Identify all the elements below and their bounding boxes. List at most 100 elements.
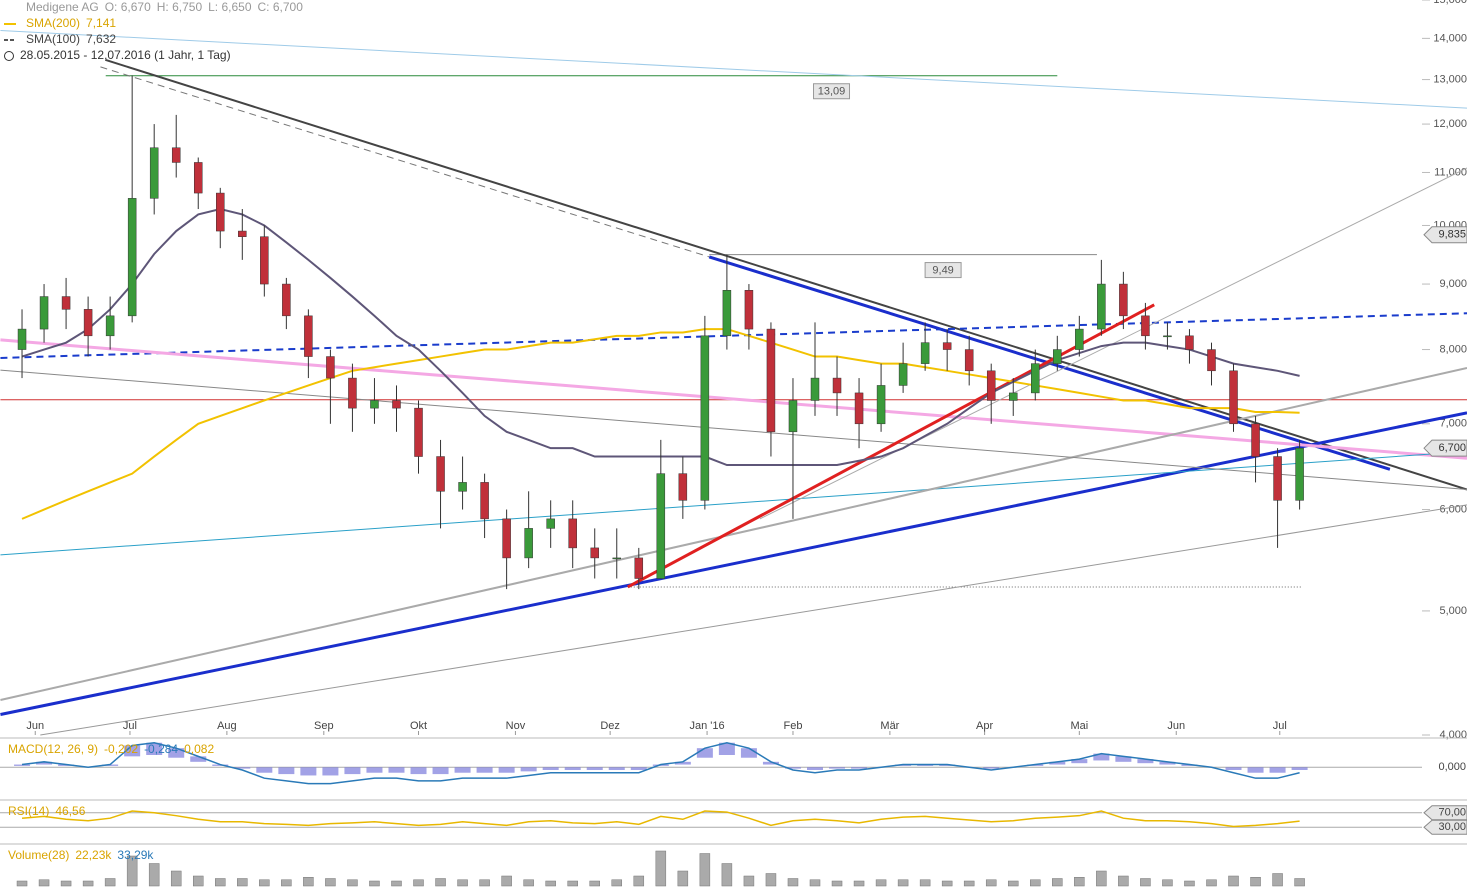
macd-histogram — [300, 767, 317, 776]
price-label: 9,835 — [1438, 229, 1466, 241]
volume-bar — [413, 879, 424, 887]
volume-bar — [82, 880, 94, 887]
y-tick-label: 5,000 — [1439, 605, 1467, 617]
indicator-tick-label: 30,00 — [1438, 821, 1466, 833]
volume-bar — [259, 879, 270, 887]
candle-body — [590, 547, 599, 559]
candle-body — [502, 518, 511, 559]
candle-body — [414, 407, 423, 457]
y-tick-label: 6,000 — [1439, 503, 1467, 515]
volume-bar — [655, 850, 667, 887]
volume-bar — [435, 878, 446, 887]
volume-bar — [721, 863, 733, 887]
trend-line — [0, 450, 1467, 556]
volume-bar — [985, 879, 997, 887]
candle-body — [1141, 315, 1150, 337]
volume-bar — [1074, 877, 1085, 887]
y-tick-label: 4,000 — [1439, 729, 1467, 741]
candle-body — [546, 518, 555, 529]
y-tick-label: 13,000 — [1433, 73, 1467, 85]
volume-bar — [325, 878, 336, 887]
macd-histogram — [696, 748, 713, 758]
candle-body — [942, 342, 952, 350]
y-tick-label: 14,000 — [1433, 32, 1467, 44]
volume-bar — [875, 879, 887, 887]
y-tick-label: 15,000 — [1433, 0, 1467, 6]
macd-histogram — [256, 767, 273, 773]
volume-bar — [192, 875, 204, 887]
candle-body — [1185, 335, 1194, 350]
volume-bar — [457, 879, 468, 887]
volume-bar — [215, 878, 226, 887]
candle-body — [1031, 363, 1040, 394]
volume-bar — [633, 875, 645, 887]
x-tick-label: Dez — [600, 720, 620, 732]
macd-histogram — [1159, 761, 1176, 765]
x-tick-label: Mai — [1070, 720, 1088, 732]
indicator-tick-box — [1424, 760, 1467, 775]
legend-value: 7,632 — [86, 32, 116, 46]
volume-bar — [611, 879, 623, 887]
legend-entry: SMA(200) 7,141 — [26, 16, 116, 30]
trend-line — [104, 58, 1467, 491]
macd-histogram — [829, 767, 846, 769]
candle-body — [920, 342, 930, 364]
volume-bar — [1162, 879, 1173, 887]
candle-body — [1075, 328, 1084, 350]
y-tick-label: 11,000 — [1434, 166, 1467, 178]
trend-line — [0, 369, 1467, 491]
volume-bar — [16, 880, 28, 887]
volume-bar — [699, 853, 711, 887]
level-label: 9,49 — [932, 264, 953, 276]
indicator-tick-box — [1423, 805, 1467, 821]
macd-histogram — [762, 761, 779, 765]
indicator-value: 33,29k — [117, 848, 154, 862]
x-tick-label: Okt — [410, 720, 427, 732]
candle-body — [17, 328, 27, 350]
macd-histogram — [1269, 767, 1286, 773]
volume-bar — [567, 880, 578, 887]
candle-body — [392, 400, 401, 409]
price-label-box — [1423, 439, 1467, 457]
volume-bar — [38, 879, 50, 887]
candle-body — [744, 290, 754, 330]
legend-entry: SMA(100) 7,632 — [26, 32, 116, 46]
volume-bar — [369, 880, 380, 887]
volume-bar — [765, 873, 777, 887]
candle-body — [964, 349, 974, 372]
candle-body — [700, 335, 710, 501]
macd-histogram — [740, 748, 757, 758]
candle-body — [370, 400, 379, 409]
title: Medigene AG — [26, 0, 99, 14]
x-tick-label: Apr — [976, 720, 993, 732]
volume-bar — [1206, 879, 1217, 887]
volume-bar — [545, 880, 556, 887]
indicator-label: MACD(12, 26, 9) -0,202 -0,284 0,082 — [8, 742, 214, 756]
candle-body — [216, 192, 225, 232]
volume-bar — [501, 875, 512, 887]
clock-icon — [4, 51, 14, 61]
macd-histogram — [542, 767, 559, 770]
macd-histogram — [1137, 759, 1154, 764]
volume-bar — [281, 879, 292, 887]
macd-histogram — [1291, 767, 1308, 770]
trend-line — [627, 303, 1155, 589]
level-label-box — [813, 83, 851, 100]
trend-line — [40, 504, 1467, 736]
macd-histogram — [1049, 761, 1066, 765]
indicator-value: 0,082 — [184, 742, 214, 756]
volume-bar — [1272, 873, 1283, 887]
header: Medigene AG O: 6,670 H: 6,750 L: 6,650 C: 6,… — [26, 0, 303, 14]
price-label: 6,700 — [1438, 442, 1466, 454]
candle-body — [876, 385, 886, 425]
macd-histogram — [366, 767, 383, 773]
volume-bar — [347, 879, 358, 887]
macd-histogram — [234, 767, 251, 769]
macd-histogram — [1071, 759, 1088, 764]
ohlc-value: L: 6,650 — [208, 0, 252, 14]
macd-histogram — [520, 767, 537, 772]
candle-body — [678, 473, 688, 501]
volume-bar — [963, 880, 975, 887]
candle-body — [1163, 335, 1172, 338]
macd-histogram — [322, 767, 339, 776]
